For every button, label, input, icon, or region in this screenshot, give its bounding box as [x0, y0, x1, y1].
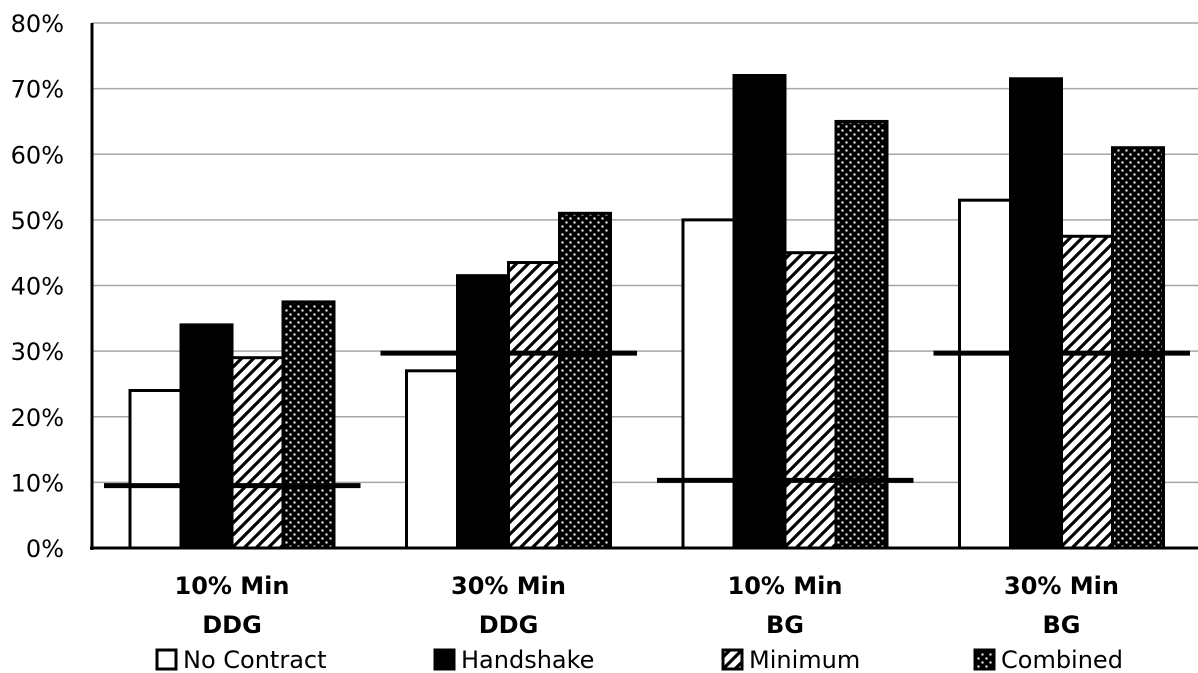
y-tick-label: 80% — [11, 10, 64, 38]
bar-handshake — [456, 274, 510, 550]
bar-combined — [1111, 146, 1165, 550]
bar-no-contract — [681, 218, 736, 550]
y-tick-label: 50% — [11, 207, 64, 235]
y-tick-label: 70% — [11, 76, 64, 104]
category-label: BG — [766, 611, 804, 639]
bar-combined — [834, 119, 889, 550]
category-label: 30% Min — [451, 572, 566, 600]
legend-label: Combined — [1001, 646, 1123, 673]
y-tick-label: 60% — [11, 141, 64, 169]
bar-handshake — [179, 323, 234, 550]
bar-handshake — [1009, 77, 1063, 550]
legend-item: Handshake — [433, 646, 594, 673]
bar-no-contract — [958, 198, 1012, 550]
legend-swatch — [973, 648, 996, 671]
bar-minimum — [507, 261, 561, 550]
category-label: DDG — [479, 611, 539, 639]
axes — [90, 23, 1198, 550]
category-label: BG — [1043, 611, 1081, 639]
legend-label: No Contract — [183, 646, 327, 673]
bars — [128, 74, 1165, 550]
y-tick-label: 10% — [11, 469, 64, 497]
y-tick-label: 40% — [11, 273, 64, 301]
legend-item: Combined — [973, 646, 1123, 673]
category-label: DDG — [202, 611, 262, 639]
bar-no-contract — [405, 369, 459, 550]
bar-minimum — [1060, 234, 1114, 550]
legend-swatch — [433, 648, 456, 671]
y-axis-ticks: 0% 10% 20% 30% 40% 50% 60% 70% 80% — [11, 10, 64, 563]
reference-lines — [104, 350, 1190, 489]
y-tick-label: 0% — [26, 535, 64, 563]
legend: No Contract Handshake Minimum Combined — [155, 646, 1123, 673]
legend-swatch — [721, 648, 744, 671]
category-labels: 10% Min DDG 30% Min DDG 10% Min BG 30% Min BG — [175, 572, 1120, 639]
y-tick-label: 20% — [11, 404, 64, 432]
category-label: 30% Min — [1004, 572, 1119, 600]
bar-handshake — [732, 74, 787, 550]
bar-no-contract — [128, 389, 183, 550]
bar-minimum — [783, 251, 838, 550]
legend-item: Minimum — [721, 646, 860, 673]
legend-item: No Contract — [155, 646, 327, 673]
legend-swatch — [155, 648, 178, 671]
bar-combined — [558, 211, 612, 550]
legend-label: Minimum — [749, 646, 860, 673]
category-label: 10% Min — [175, 572, 290, 600]
bar-minimum — [230, 356, 285, 550]
bar-combined — [281, 300, 336, 550]
y-tick-label: 30% — [11, 338, 64, 366]
category-label: 10% Min — [728, 572, 843, 600]
legend-label: Handshake — [461, 646, 594, 673]
